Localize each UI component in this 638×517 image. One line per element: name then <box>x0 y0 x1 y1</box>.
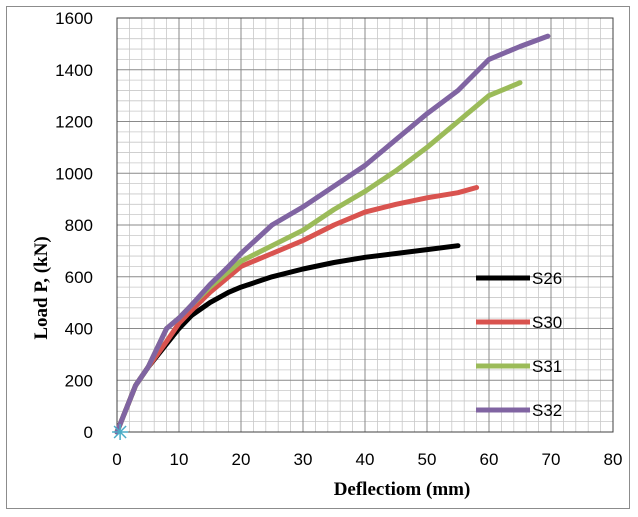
x-tick-label: 30 <box>294 450 313 469</box>
x-tick-label: 50 <box>418 450 437 469</box>
x-axis-title: Deflectiom (mm) <box>334 479 471 500</box>
x-tick-label: 80 <box>604 450 623 469</box>
x-tick-label: 70 <box>542 450 561 469</box>
legend-label-s32: S32 <box>532 401 562 420</box>
plot-border <box>116 17 614 433</box>
x-tick-label: 60 <box>480 450 499 469</box>
legend-label-s26: S26 <box>532 269 562 288</box>
y-tick-label: 1200 <box>55 113 93 132</box>
y-tick-label: 400 <box>65 320 93 339</box>
y-tick-labels: 0 200 400 600 800 1000 1200 1400 1600 <box>55 9 93 442</box>
x-tick-label: 10 <box>170 450 189 469</box>
y-tick-label: 1600 <box>55 9 93 28</box>
y-tick-label: 1400 <box>55 61 93 80</box>
legend-label-s31: S31 <box>532 357 562 376</box>
x-tick-label: 40 <box>356 450 375 469</box>
y-tick-label: 800 <box>65 216 93 235</box>
x-tick-labels: 0 10 20 30 40 50 60 70 80 <box>112 450 622 469</box>
legend: S26 S30 S31 S32 <box>476 269 562 420</box>
origin-marker <box>112 424 129 440</box>
legend-label-s30: S30 <box>532 313 562 332</box>
series-lines <box>114 33 551 435</box>
y-tick-label: 0 <box>84 423 93 442</box>
y-tick-label: 200 <box>65 371 93 390</box>
series-line-s32 <box>114 33 551 435</box>
x-tick-label: 0 <box>112 450 121 469</box>
y-axis-title: Load P, (kN) <box>31 236 52 339</box>
y-tick-label: 1000 <box>55 164 93 183</box>
y-tick-label: 600 <box>65 268 93 287</box>
x-tick-label: 20 <box>232 450 251 469</box>
